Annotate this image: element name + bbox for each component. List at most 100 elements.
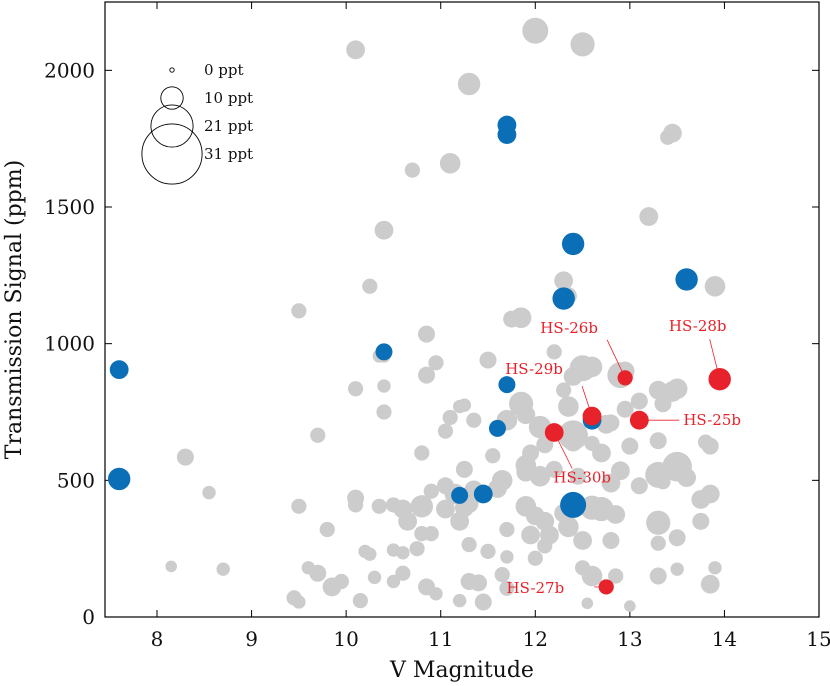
data-point-gray (485, 448, 501, 464)
data-point-gray (291, 498, 307, 514)
data-point-gray (650, 535, 666, 551)
data-point-gray (386, 543, 401, 557)
data-point-gray (602, 531, 620, 549)
x-tick-label: 13 (617, 627, 642, 651)
data-point-gray (499, 580, 515, 596)
data-point-gray (457, 72, 481, 96)
data-point-red (544, 423, 564, 442)
legend-label: 31 ppt (204, 145, 253, 163)
data-point-gray (398, 511, 418, 531)
data-point-gray (616, 400, 634, 418)
data-point-red (708, 368, 731, 391)
data-point-blue (552, 287, 575, 310)
data-point-blue (560, 491, 587, 518)
data-point-gray (362, 278, 378, 294)
data-point-gray (581, 356, 603, 378)
data-point-gray (584, 435, 600, 452)
data-point-gray (461, 536, 477, 553)
data-point-gray (363, 547, 377, 561)
data-point-gray (480, 543, 496, 560)
data-point-gray (670, 562, 684, 576)
data-point-gray (377, 379, 391, 393)
y-tick-label: 500 (57, 468, 95, 492)
data-point-gray (660, 129, 676, 145)
data-point-gray (708, 561, 722, 575)
data-point-gray (165, 560, 177, 573)
data-point-gray (385, 497, 402, 513)
data-point-gray (322, 577, 342, 597)
data-point-gray (439, 152, 461, 174)
data-point-gray (558, 516, 579, 538)
x-tick-label: 14 (712, 627, 737, 651)
data-point-gray (692, 512, 710, 530)
data-point-gray (395, 565, 411, 581)
data-point-blue (488, 419, 506, 437)
data-point-gray (418, 366, 436, 384)
data-point-gray (666, 378, 688, 400)
data-point-gray (529, 465, 551, 487)
data-point-gray (649, 567, 667, 585)
data-point-gray (668, 529, 686, 547)
legend-size-marker (169, 67, 175, 73)
data-point-gray (537, 538, 553, 554)
data-point-gray (347, 489, 365, 507)
plot-frame (104, 1, 820, 618)
data-point-gray (630, 392, 648, 410)
data-point-gray (701, 437, 719, 455)
y-tick-label: 1000 (44, 332, 95, 356)
data-point-red (582, 406, 602, 426)
x-tick-label: 12 (523, 627, 548, 651)
data-point-gray (176, 448, 194, 466)
data-point-blue (107, 467, 131, 491)
data-point-gray (536, 436, 554, 454)
data-point-gray (581, 565, 603, 587)
data-point-gray (442, 409, 458, 426)
data-point-gray (418, 325, 436, 343)
data-point-gray (608, 568, 624, 584)
data-point-gray (423, 483, 439, 499)
data-point-gray (216, 562, 230, 576)
data-point-gray (655, 474, 671, 490)
data-point-gray (386, 574, 401, 589)
data-point-red (598, 579, 614, 595)
annotation-label: HS-25b (683, 411, 741, 429)
data-point-red (617, 370, 633, 386)
legend-label: 0 ppt (204, 61, 244, 79)
data-point-gray (479, 351, 497, 369)
legend-label: 10 ppt (204, 89, 253, 107)
data-point-gray (558, 396, 579, 417)
x-tick-label: 15 (806, 627, 830, 651)
data-point-gray (677, 468, 697, 487)
data-point-gray (606, 505, 626, 524)
data-point-gray (556, 382, 572, 398)
legend-size-marker (150, 104, 194, 148)
data-point-gray (457, 398, 472, 412)
legend-size-marker (141, 123, 203, 185)
annotation-label: HS-29b (505, 360, 563, 378)
data-point-gray (569, 467, 587, 485)
y-tick-label: 2000 (44, 58, 95, 82)
data-point-gray (371, 498, 387, 514)
data-point-gray (301, 561, 316, 575)
data-point-gray (654, 395, 672, 413)
x-tick-label: 9 (245, 627, 258, 651)
x-tick-label: 10 (333, 627, 358, 651)
data-point-gray (414, 445, 430, 461)
data-point-gray (376, 404, 392, 420)
annotation-label: HS-30b (553, 469, 611, 487)
data-point-gray (466, 412, 482, 428)
data-point-gray (410, 495, 434, 518)
data-point-gray (546, 344, 562, 360)
annotation-label: HS-27b (507, 579, 565, 597)
data-point-gray (404, 162, 420, 178)
data-point-gray (630, 477, 648, 495)
data-point-blue (497, 125, 517, 144)
data-point-gray (423, 526, 439, 542)
data-point-gray (291, 303, 307, 319)
data-point-gray (455, 460, 473, 478)
data-point-gray (436, 499, 455, 519)
data-point-blue (473, 484, 493, 504)
data-point-gray (488, 479, 507, 498)
data-point-blue (109, 360, 129, 380)
